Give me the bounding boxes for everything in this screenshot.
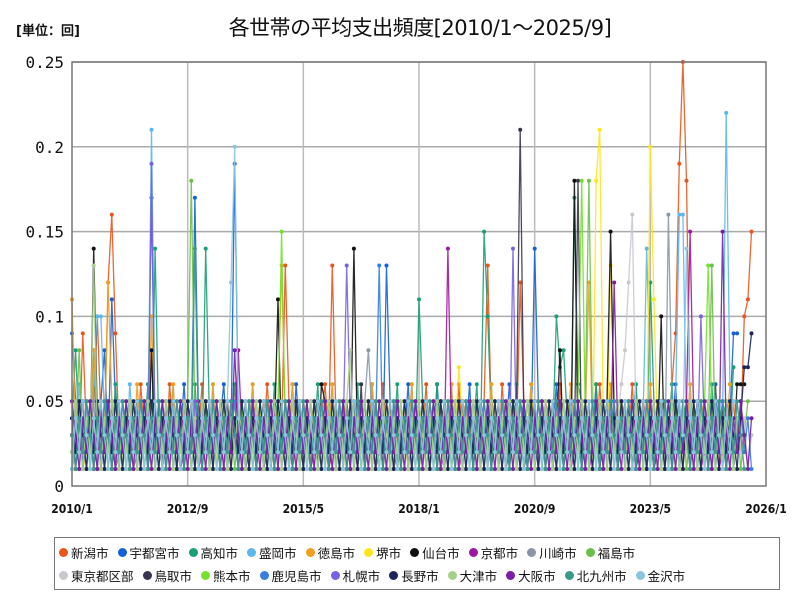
legend-label: 宇都宮市 (129, 546, 180, 561)
legend-item: 鳥取市 (142, 566, 193, 585)
x-axis-ticks: 2010/1 2012/9 2015/5 2018/1 2020/9 2023/5 2026… (51, 502, 787, 516)
legend-marker-icon (59, 548, 68, 557)
legend-item: 札幌市 (330, 566, 381, 585)
y-tick-label: 0.15 (25, 223, 64, 242)
x-tick-label: 2018/1 (398, 502, 440, 516)
legend-marker-icon (201, 571, 211, 580)
legend-item: 川崎市 (527, 543, 577, 562)
legend-item: 堺市 (364, 543, 401, 562)
legend-marker-icon (59, 571, 68, 580)
y-tick-label: 0.1 (35, 307, 64, 326)
legend-item: 徳島市 (305, 543, 356, 562)
series-lines (70, 60, 754, 471)
legend: 新潟市 宇都宮市 高知市 盛岡市 徳島市 堺市 仙台市 京都市 川崎市 福島市 東京都区部 鳥取市 熊… (54, 537, 780, 590)
legend-label: 盛岡市 (259, 546, 297, 561)
legend-label: 鳥取市 (154, 569, 193, 584)
legend-item: 京都市 (468, 543, 519, 562)
legend-row: 新潟市 宇都宮市 高知市 盛岡市 徳島市 堺市 仙台市 京都市 川崎市 福島市 (59, 541, 779, 564)
y-tick-label: 0.05 (25, 392, 64, 411)
x-tick-label: 2023/5 (630, 502, 672, 516)
legend-label: 大阪市 (518, 569, 556, 584)
legend-label: 高知市 (200, 546, 239, 561)
legend-item: 北九州市 (564, 566, 627, 585)
legend-item: 金沢市 (635, 566, 686, 585)
legend-item: 宇都宮市 (117, 543, 180, 562)
legend-label: 徳島市 (317, 546, 356, 561)
legend-label: 京都市 (480, 546, 519, 561)
legend-label: 熊本市 (213, 569, 251, 584)
y-tick-label: 0.25 (25, 53, 64, 72)
legend-marker-icon (527, 548, 537, 557)
legend-label: 大津市 (459, 569, 498, 584)
legend-marker-icon (506, 571, 516, 580)
plot-frame (71, 61, 767, 487)
legend-item: 福島市 (585, 543, 636, 562)
legend-marker-icon (142, 571, 152, 580)
legend-item: 盛岡市 (247, 543, 297, 562)
legend-row: 東京都区部 鳥取市 熊本市 鹿児島市 札幌市 長野市 大津市 大阪市 北九州市 金沢市 (59, 564, 779, 587)
legend-marker-icon (564, 571, 574, 580)
unit-label: [単位：回] (16, 24, 80, 39)
x-tick-label: 2020/9 (514, 502, 556, 516)
legend-label: 新潟市 (71, 546, 109, 561)
legend-label: 札幌市 (342, 569, 381, 584)
legend-label: 金沢市 (647, 569, 686, 584)
series-金沢市 (70, 144, 736, 471)
y-tick-label: 0.2 (35, 138, 64, 157)
legend-item: 高知市 (188, 543, 239, 562)
legend-marker-icon (635, 571, 645, 580)
legend-item: 東京都区部 (59, 566, 134, 585)
y-axis-ticks: 0 0.05 0.1 0.15 0.2 0.25 (25, 53, 64, 496)
legend-marker-icon (585, 548, 595, 557)
legend-label: 福島市 (597, 546, 636, 561)
series-大阪市 (70, 229, 754, 471)
legend-marker-icon (247, 548, 257, 557)
legend-item: 熊本市 (201, 566, 251, 585)
legend-label: 長野市 (401, 569, 439, 584)
legend-marker-icon (259, 571, 269, 580)
legend-marker-icon (447, 571, 457, 580)
legend-label: 仙台市 (422, 546, 460, 561)
legend-label: 東京都区部 (71, 569, 134, 584)
legend-marker-icon (364, 548, 374, 557)
legend-marker-icon (117, 548, 127, 557)
legend-label: 鹿児島市 (271, 569, 322, 584)
x-tick-label: 2010/1 (51, 502, 93, 516)
legend-item: 大津市 (447, 566, 498, 585)
legend-label: 北九州市 (576, 569, 627, 584)
legend-item: 新潟市 (59, 543, 109, 562)
legend-item: 大阪市 (506, 566, 556, 585)
x-tick-label: 2026/1 (745, 502, 787, 516)
legend-marker-icon (330, 571, 340, 580)
legend-marker-icon (468, 548, 478, 557)
legend-marker-icon (410, 548, 420, 557)
legend-item: 鹿児島市 (259, 566, 322, 585)
legend-item: 長野市 (389, 566, 439, 585)
legend-marker-icon (188, 548, 198, 557)
legend-item: 仙台市 (410, 543, 460, 562)
line-chart: 00.050.10.150.20.25 2010/1 2012/9 2015/5 20… (25, 53, 787, 516)
legend-label: 川崎市 (539, 546, 577, 561)
x-tick-label: 2012/9 (167, 502, 209, 516)
series-北九州市 (70, 246, 747, 471)
legend-marker-icon (389, 571, 399, 580)
chart-title: 各世帯の平均支出頻度[2010/1～2025/9] (228, 16, 612, 40)
legend-label: 堺市 (376, 546, 402, 561)
legend-marker-icon (305, 548, 315, 557)
x-tick-label: 2015/5 (283, 502, 325, 516)
y-tick-label: 0 (54, 477, 64, 496)
